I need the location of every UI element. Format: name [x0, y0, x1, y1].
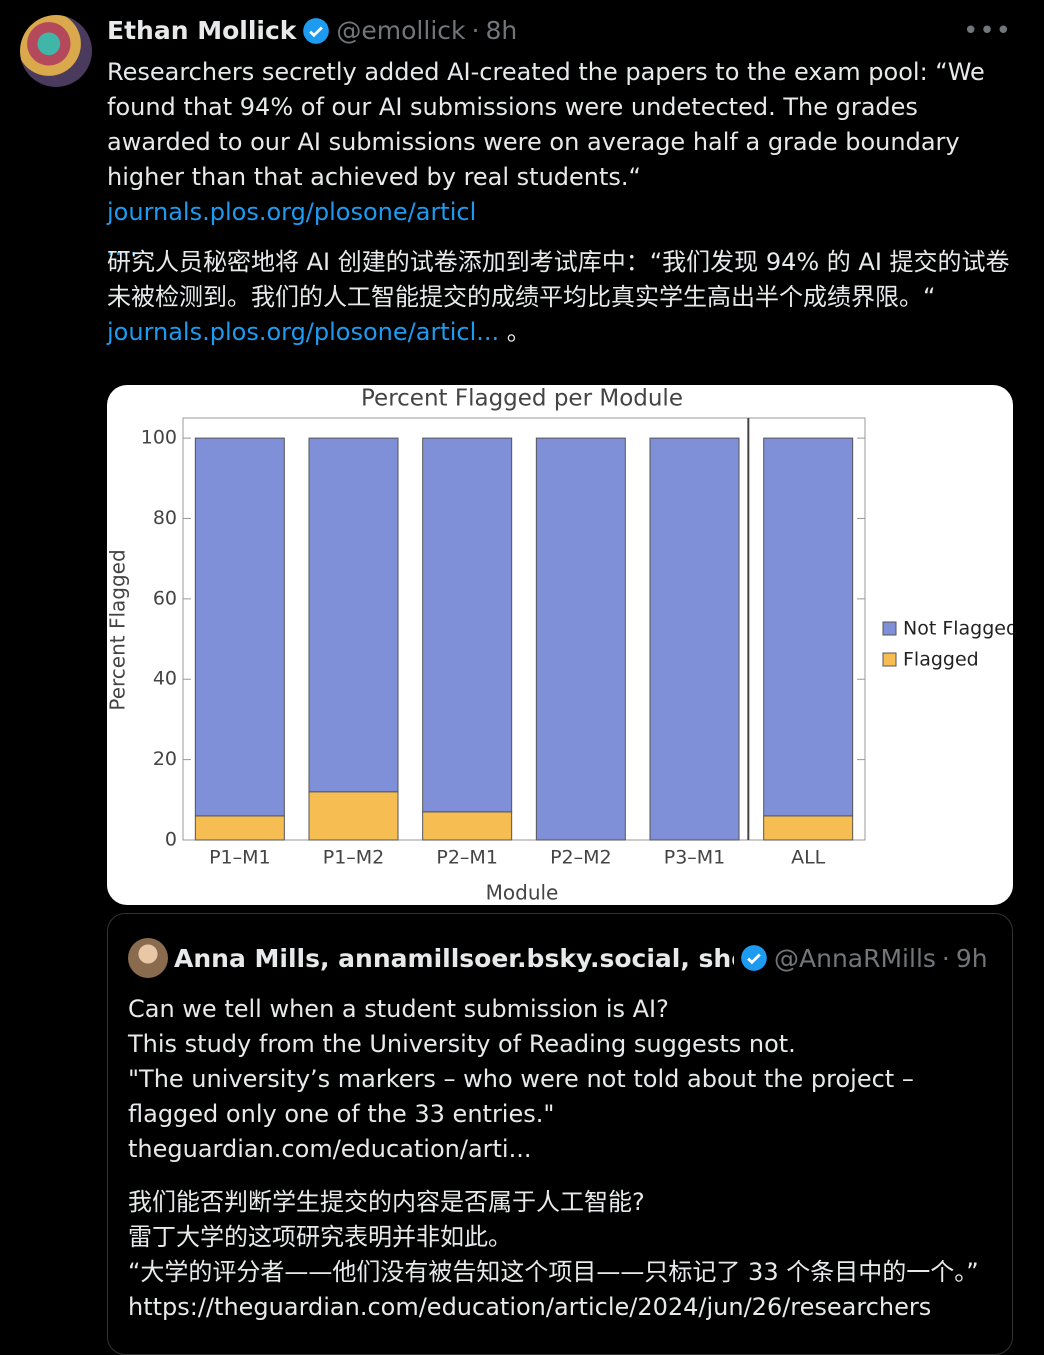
translation-text: 研究人员秘密地将 AI 创建的试卷添加到考试库中：“我们发现 94% 的 AI …	[107, 248, 1010, 311]
y-axis-label: Percent Flagged	[107, 549, 130, 710]
quote-author: Anna Mills, annamillsoer.bsky.social, sh…	[174, 943, 734, 973]
x-tick-label: P2–M2	[550, 847, 612, 869]
legend-swatch	[882, 652, 897, 667]
x-tick-label: P1–M1	[209, 847, 271, 869]
y-tick-label: 80	[153, 507, 177, 529]
chart-title: Percent Flagged per Module	[361, 386, 683, 412]
quote-header: Anna Mills, annamillsoer.bsky.social, sh…	[128, 938, 988, 978]
more-button[interactable]: •••	[962, 16, 1012, 46]
quote-avatar	[128, 938, 168, 978]
legend-label: Not Flagged	[903, 618, 1013, 640]
author-name[interactable]: Ethan Mollick	[107, 16, 297, 45]
chart: Percent Flagged per Module Module Percen…	[107, 386, 1013, 905]
x-tick-label: ALL	[791, 847, 826, 869]
bar-segment	[422, 811, 513, 841]
quoted-tweet[interactable]: Anna Mills, annamillsoer.bsky.social, sh…	[107, 913, 1013, 1355]
quote-handle: @AnnaRMills	[774, 943, 936, 973]
x-tick-label: P3–M1	[664, 847, 726, 869]
legend-label: Flagged	[903, 649, 979, 671]
translation-link[interactable]: journals.plos.org/plosone/articl...	[107, 318, 500, 346]
avatar[interactable]	[20, 15, 92, 87]
x-axis-label: Module	[486, 881, 559, 905]
bar-segment	[194, 815, 285, 841]
verified-badge	[741, 945, 767, 971]
x-tick-label: P1–M2	[323, 847, 385, 869]
chart-card[interactable]: Percent Flagged per Module Module Percen…	[107, 385, 1013, 905]
text: Researchers secretly added AI-created th…	[107, 58, 985, 191]
bar-segment	[422, 437, 513, 813]
y-tick-label: 20	[153, 748, 177, 770]
y-tick-label: 40	[153, 668, 177, 690]
translation: 研究人员秘密地将 AI 创建的试卷添加到考试库中：“我们发现 94% 的 AI …	[107, 245, 1017, 350]
quote-line: theguardian.com/education/arti...	[128, 1135, 532, 1163]
quote-line: https://theguardian.com/education/articl…	[128, 1293, 932, 1321]
y-tick-label: 0	[165, 829, 177, 851]
tweet-text: Researchers secretly added AI-created th…	[107, 55, 1017, 265]
quote-line: “大学的评分者——他们没有被告知这个项目——只标记了 33 个条目中的一个。”	[128, 1258, 979, 1286]
bar-segment	[649, 437, 740, 841]
quote-line: This study from the University of Readin…	[128, 1030, 796, 1058]
y-tick-label: 60	[153, 587, 177, 609]
bar-segment	[763, 815, 854, 841]
quote-line: "The university’s markers – who were not…	[128, 1065, 914, 1128]
quote-line: Can we tell when a student submission is…	[128, 995, 669, 1023]
legend-swatch	[882, 621, 897, 636]
y-tick-label: 100	[141, 427, 177, 449]
bar-segment	[308, 437, 399, 793]
separator: ·	[471, 16, 480, 45]
tweet-header: Ethan Mollick @emollick · 8h	[107, 16, 517, 45]
x-tick-label: P2–M1	[436, 847, 498, 869]
time[interactable]: 8h	[485, 16, 518, 45]
bar-segment	[308, 791, 399, 841]
separator: ·	[941, 943, 950, 973]
bar-segment	[763, 437, 854, 817]
handle[interactable]: @emollick	[336, 16, 466, 45]
quote-line: 雷丁大学的这项研究表明并非如此。	[128, 1223, 512, 1251]
bar-segment	[194, 437, 285, 817]
plot-frame	[182, 417, 866, 841]
quote-time: 9h	[955, 943, 988, 973]
link[interactable]: journals.plos.org/plosone/articl	[107, 198, 477, 226]
verified-badge	[303, 17, 330, 44]
bar-segment	[535, 437, 626, 841]
link-tail[interactable]: ....	[107, 233, 138, 261]
translation-tail: 。	[506, 318, 531, 346]
quote-line: 我们能否判断学生提交的内容是否属于人工智能?	[128, 1188, 645, 1216]
quote-text: Can we tell when a student submission is…	[128, 992, 998, 1325]
